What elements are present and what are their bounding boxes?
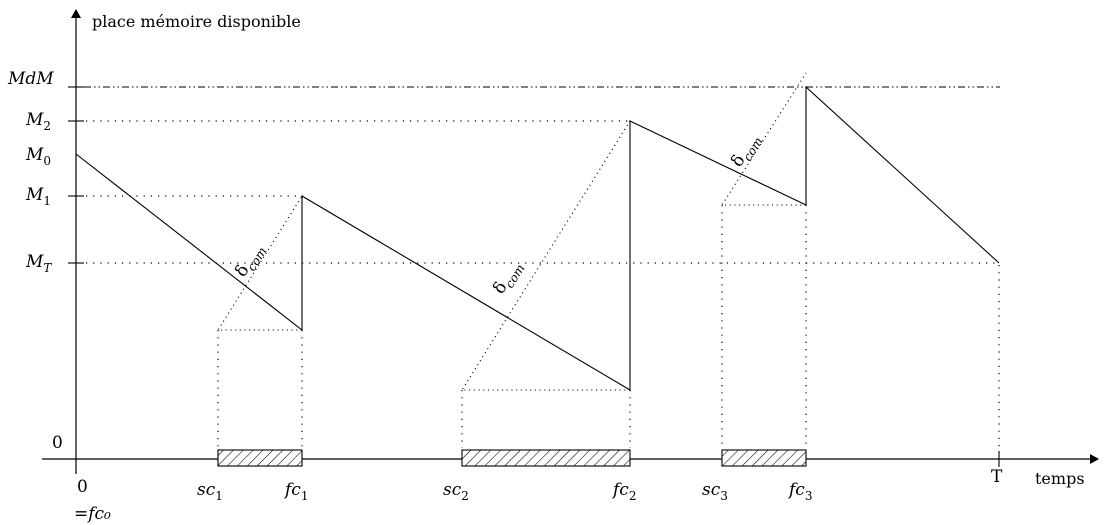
exec-box-1	[217, 449, 303, 467]
label-m0: M0	[25, 145, 51, 168]
delta-triangle-2	[461, 120, 631, 391]
label-sc1: sc1	[197, 480, 223, 503]
label-fc1: fc1	[283, 480, 308, 503]
label-fc2: fc2	[611, 480, 636, 503]
label-t: T	[991, 467, 1003, 487]
label-mt: MT	[25, 252, 52, 275]
delta-label-1: δcom	[231, 240, 269, 282]
exec-box-2	[461, 449, 631, 467]
label-m2: M2	[25, 110, 51, 133]
label-origin-alias: =fc₀	[74, 504, 111, 524]
label-mdm: MdM	[7, 69, 54, 89]
label-origin: 0	[77, 477, 88, 497]
label-m1: M1	[25, 185, 51, 208]
x-axis-label: temps	[1035, 469, 1085, 488]
memory-curve	[75, 85, 1000, 391]
label-fc3: fc3	[787, 480, 812, 503]
label-sc2: sc2	[443, 480, 469, 503]
label-sc3: sc3	[702, 480, 728, 503]
exec-box-3	[721, 449, 807, 467]
delta-triangle-3	[720, 72, 807, 206]
y-axis-label: place mémoire disponible	[92, 12, 301, 31]
delta-label-2: δcom	[489, 257, 527, 299]
delta-label-3: δcom	[727, 130, 765, 172]
label-zero: 0	[52, 433, 63, 453]
